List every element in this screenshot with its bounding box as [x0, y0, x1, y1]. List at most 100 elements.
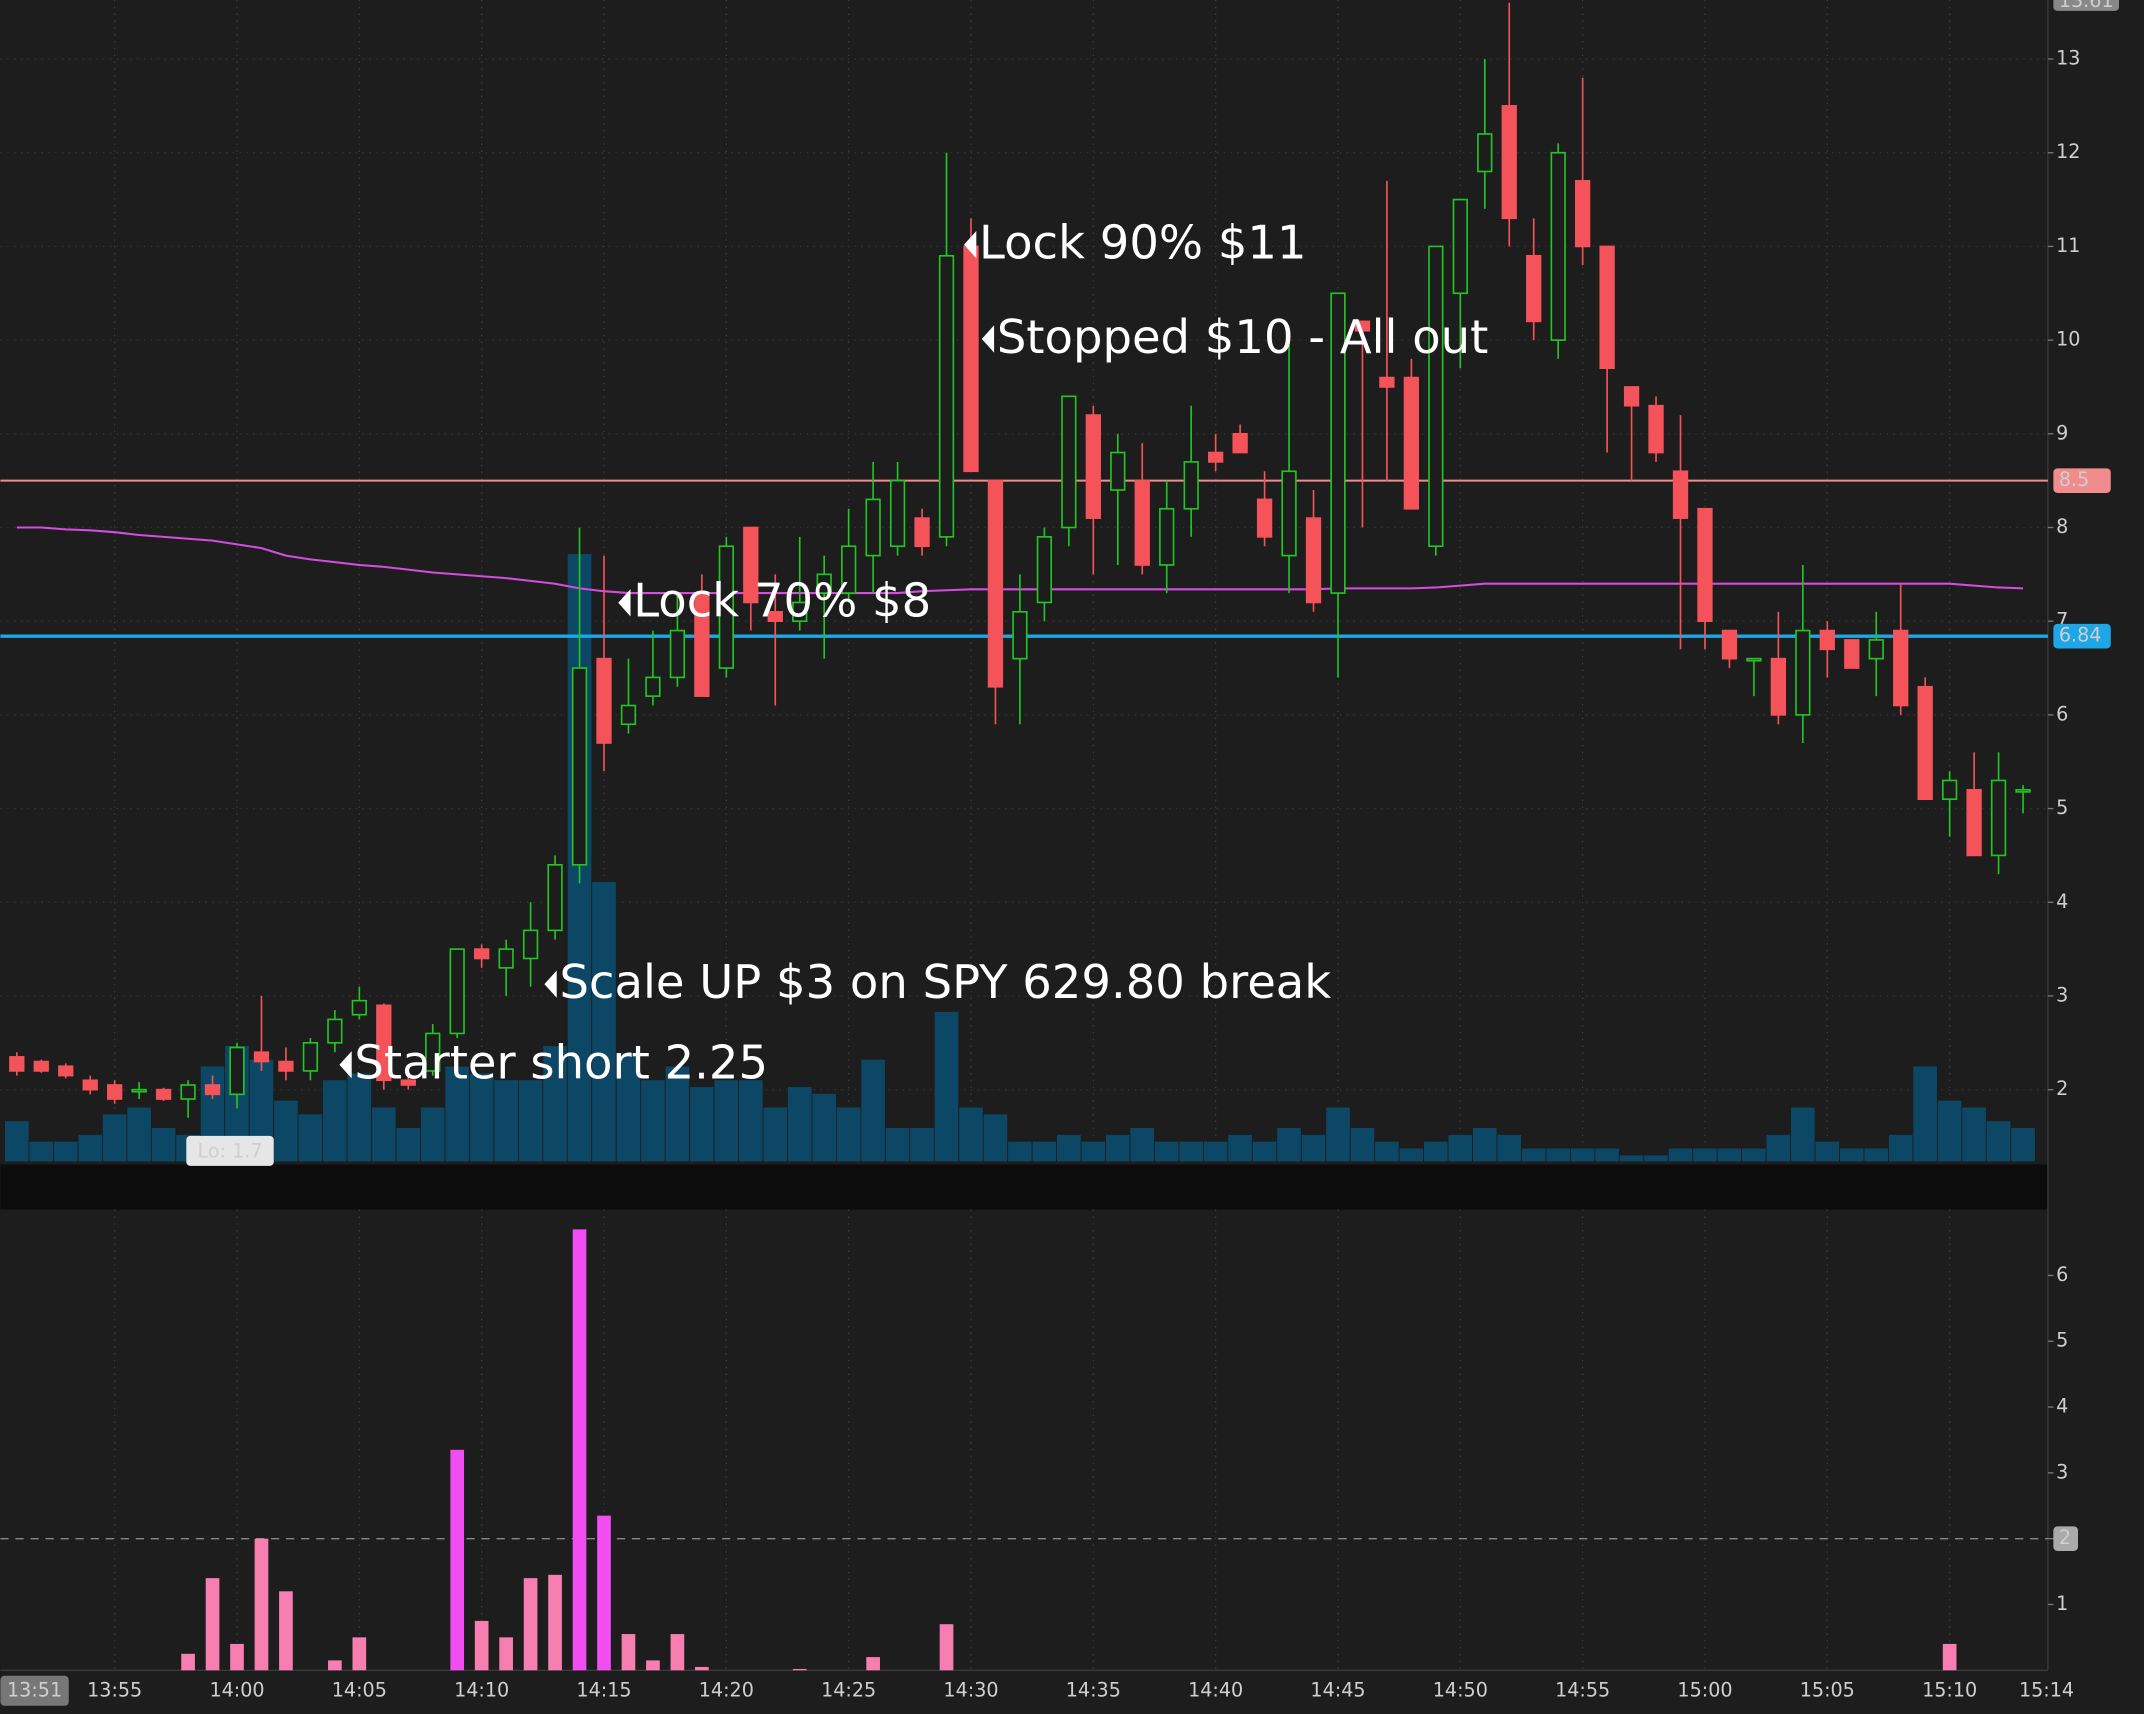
candle-body: [987, 479, 1004, 688]
candle-body: [474, 948, 490, 960]
x-tick-label: 13:51: [7, 1678, 62, 1701]
candle-body: [1379, 376, 1395, 388]
candle-body: [155, 1088, 172, 1100]
candle-body: [1819, 629, 1835, 651]
candle-body: [1917, 685, 1933, 801]
x-tick-label: 15:10: [1922, 1678, 1977, 1701]
x-tick-label: 13:55: [87, 1678, 142, 1701]
candle-body: [1526, 254, 1542, 323]
annotation: Scale UP $3 on SPY 629.80 break: [559, 955, 1331, 1009]
volume-bar: [273, 1099, 299, 1163]
candle-body: [1721, 629, 1738, 660]
candle-body: [1697, 507, 1713, 623]
annotation-pointer: [964, 230, 977, 259]
x-tick-label: 14:40: [1188, 1678, 1243, 1701]
session-high-label: 13.61: [2059, 0, 2114, 12]
candle-body: [1599, 245, 1615, 370]
candle-body: [449, 948, 465, 1035]
annotation-pointer: [981, 325, 995, 353]
lower-bar: [792, 1668, 807, 1671]
x-tick-label: 14:45: [1310, 1678, 1365, 1701]
candle-body: [1941, 779, 1958, 801]
volume-bar: [933, 1011, 960, 1163]
volume-bar: [1300, 1134, 1327, 1163]
candle-body: [58, 1065, 74, 1077]
annotation-pointer: [618, 589, 631, 617]
candle-body: [1795, 629, 1811, 716]
candle-body: [620, 704, 637, 726]
annotation: Starter short 2.25: [354, 1036, 768, 1090]
volume-bar: [1765, 1134, 1792, 1163]
candle-body: [1207, 451, 1224, 463]
volume-bar: [1790, 1106, 1816, 1163]
candle-body: [1746, 657, 1762, 662]
volume-bar: [28, 1140, 54, 1163]
price-level-badge: [2053, 468, 2111, 493]
volume-bar: [4, 1120, 30, 1163]
volume-bar: [1423, 1140, 1449, 1163]
annotation: Stopped $10 - All out: [997, 310, 1488, 364]
candle-body: [1477, 133, 1493, 173]
candle-body: [204, 1084, 221, 1096]
volume-bar: [1667, 1147, 1694, 1163]
volume-bar: [1472, 1127, 1498, 1163]
x-tick-label: 14:55: [1555, 1678, 1610, 1701]
volume-bar: [1447, 1134, 1473, 1163]
volume-bar: [664, 1065, 691, 1163]
session-high-badge: [2053, 0, 2119, 11]
lower-y-tick-label: 6: [2056, 1263, 2068, 1286]
candle-body: [278, 1060, 294, 1072]
x-tick-label: 14:00: [209, 1678, 264, 1701]
volume-bar: [1227, 1134, 1253, 1163]
lower-y-tick-label: 4: [2056, 1395, 2068, 1418]
price-level-label: 8.5: [2059, 468, 2089, 491]
candle-body: [1990, 779, 2007, 857]
candle-body: [1305, 517, 1322, 604]
volume-bar: [1936, 1099, 1963, 1163]
volume-bar: [738, 1079, 764, 1163]
candle-body: [1844, 639, 1860, 669]
y-tick-label: 9: [2056, 421, 2068, 444]
candle-body: [1183, 461, 1199, 510]
volume-bar: [836, 1106, 862, 1163]
candle-body: [253, 1051, 270, 1063]
y-tick-label: 8: [2056, 515, 2068, 538]
candle-body: [571, 667, 588, 866]
volume-bar: [1203, 1140, 1229, 1163]
y-tick-label: 13: [2056, 47, 2080, 70]
candle-body: [1403, 376, 1420, 510]
panel-separator: [0, 1164, 2048, 1210]
low-badge: [186, 1135, 274, 1166]
candle-body: [131, 1088, 147, 1093]
lower-bar: [254, 1538, 269, 1671]
candle-body: [645, 676, 661, 697]
volume-bar: [1888, 1134, 1914, 1163]
volume-bar: [1863, 1147, 1889, 1163]
candle-body: [1501, 105, 1517, 220]
volume-bar: [591, 881, 617, 1163]
lower-bar: [523, 1578, 538, 1671]
candle-body: [107, 1084, 123, 1100]
volume-bar: [1961, 1106, 1987, 1163]
lower-bar: [572, 1229, 587, 1671]
volume-bar: [1056, 1134, 1082, 1163]
candle-body: [963, 245, 979, 473]
candle-body: [1085, 414, 1101, 519]
candle-body: [596, 657, 612, 744]
candle-body: [498, 948, 514, 969]
volume-bar: [1129, 1127, 1155, 1163]
y-tick-label: 10: [2056, 328, 2080, 351]
annotation-pointer: [339, 1051, 352, 1079]
candle-body: [1893, 629, 1909, 707]
x-tick-label: 14:20: [699, 1678, 754, 1701]
volume-bar: [1716, 1147, 1743, 1163]
lower-bar: [866, 1657, 880, 1671]
candle-body: [718, 545, 734, 669]
candle-body: [425, 1032, 441, 1072]
volume-bar: [1154, 1140, 1180, 1163]
time-start-box: [0, 1675, 69, 1706]
volume-bar: [420, 1106, 446, 1163]
volume-bar: [1839, 1147, 1865, 1163]
